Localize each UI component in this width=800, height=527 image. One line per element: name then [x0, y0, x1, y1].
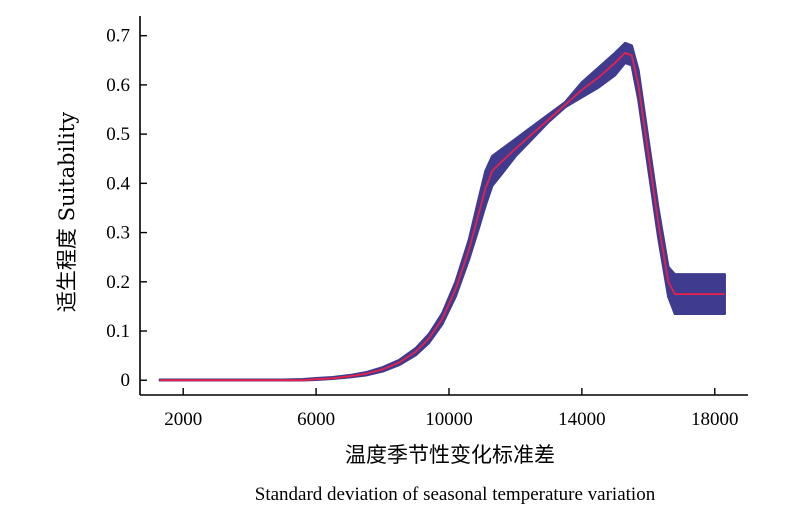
confidence-band-area: [158, 41, 726, 382]
x-tick-label: 2000: [164, 409, 202, 430]
y-tick-label: 0.2: [106, 272, 130, 293]
x-tick-label: 18000: [691, 409, 739, 430]
y-tick-label: 0.1: [106, 321, 130, 342]
confidence-band: [158, 41, 726, 382]
ticks: 0 0.1 0.2 0.3 0.4 0.5 0.6 0.7 2000 6000 10000 14000…: [106, 26, 738, 430]
x-tick-label: 6000: [297, 409, 335, 430]
y-tick-label: 0.3: [106, 223, 130, 244]
x-tick-label: 10000: [425, 409, 473, 430]
y-tick-label: 0.6: [106, 75, 130, 96]
axes: [139, 16, 748, 396]
mean-response-line: [159, 52, 725, 382]
y-tick-label: 0.7: [106, 26, 130, 47]
y-tick-label: 0: [121, 370, 131, 391]
x-axis-label: 温度季节性变化标准差: [345, 443, 555, 467]
mean-line: [159, 52, 725, 382]
y-tick-label: 0.5: [106, 124, 130, 145]
x-tick-label: 14000: [558, 409, 606, 430]
y-tick-label: 0.4: [106, 173, 130, 194]
y-axis-label: 适生程度 Suitability: [55, 112, 79, 312]
x-axis-label-english: Standard deviation of seasonal temperatu…: [255, 484, 656, 505]
